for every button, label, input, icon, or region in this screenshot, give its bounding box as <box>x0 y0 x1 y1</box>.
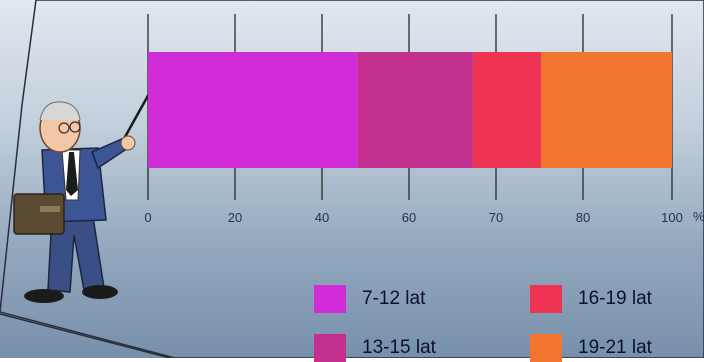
legend-label: 13-15 lat <box>362 337 436 358</box>
legend-swatch <box>530 334 562 362</box>
bar-segment-3 <box>541 52 672 168</box>
tick-label-3: 60 <box>402 210 416 225</box>
bar-segment-2 <box>472 52 541 168</box>
tick-label-4: 70 <box>489 210 503 225</box>
legend-item-1: 13-15 lat <box>314 334 436 362</box>
legend-swatch <box>314 334 346 362</box>
axis-unit-label: % <box>693 209 704 224</box>
tick-label-0: 0 <box>144 210 151 225</box>
bar-segment-1 <box>357 52 473 168</box>
legend-item-0: 7-12 lat <box>314 285 425 313</box>
legend-item-3: 19-21 lat <box>530 334 652 362</box>
legend-swatch <box>530 285 562 313</box>
legend-item-2: 16-19 lat <box>530 285 652 313</box>
legend-swatch <box>314 285 346 313</box>
tick-label-5: 80 <box>576 210 590 225</box>
bar-segment-0 <box>148 52 358 168</box>
legend-label: 19-21 lat <box>578 337 652 358</box>
legend-label: 16-19 lat <box>578 288 652 309</box>
tick-label-6: 100 <box>661 210 683 225</box>
tick-label-2: 40 <box>315 210 329 225</box>
tick-label-1: 20 <box>228 210 242 225</box>
legend-label: 7-12 lat <box>362 288 426 309</box>
